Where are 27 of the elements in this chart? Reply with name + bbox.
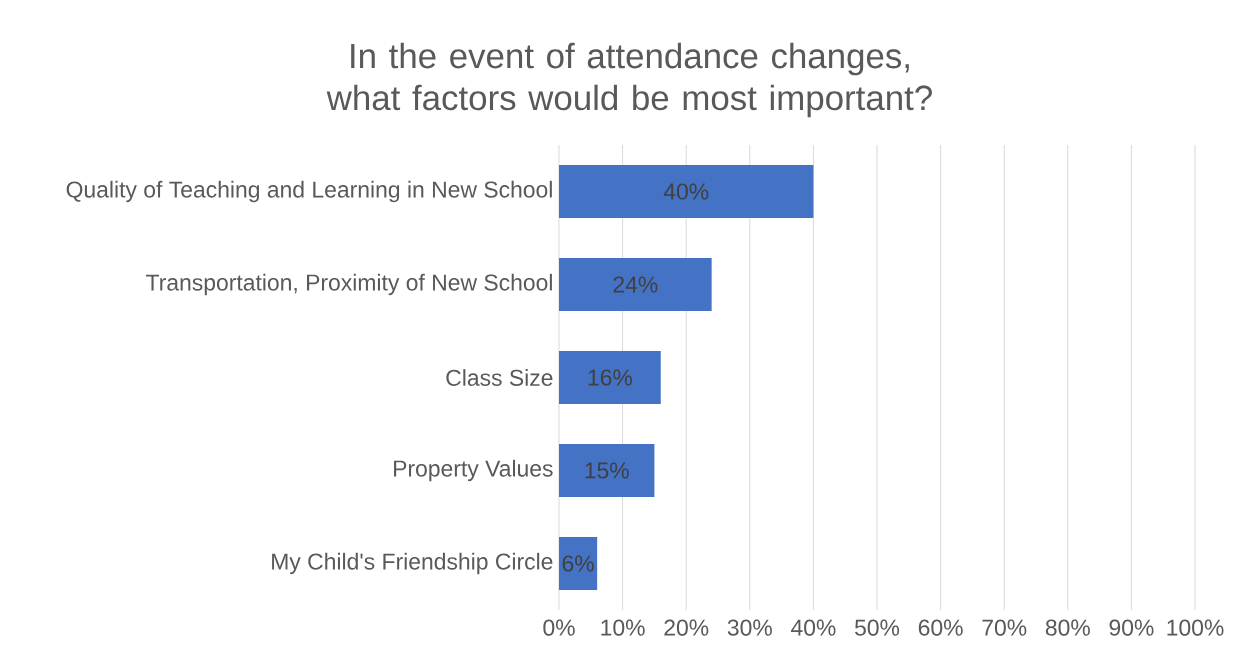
y-tick-label: Property Values [394, 459, 553, 482]
y-tick-label: Transportation, Proximity of New School [146, 273, 552, 296]
y-tick-label: My Child's Friendship Circle [272, 552, 553, 575]
data-label: 6% [562, 555, 594, 572]
x-tick-label: 60% [918, 619, 963, 636]
y-tick-label: Quality of Teaching and Learning in New School [66, 180, 552, 203]
bar [559, 165, 814, 218]
y-tick-label: Class Size [446, 369, 553, 386]
x-tick-label: 10% [601, 619, 645, 636]
x-tick-label: 100% [1167, 619, 1224, 636]
x-tick-label: 90% [1109, 619, 1154, 636]
x-tick-label: 20% [664, 619, 709, 636]
chart-title: In the event of attendance changes, what factors would be most important? [326, 42, 932, 118]
data-label: 15% [585, 462, 629, 479]
bar [559, 537, 598, 590]
data-label: 40% [663, 183, 709, 200]
data-label: 16% [588, 369, 632, 386]
x-tick-label: 80% [1045, 619, 1090, 636]
x-tick-label: 0% [543, 619, 575, 636]
x-tick-label: 40% [791, 619, 836, 636]
bar [559, 258, 712, 311]
x-tick-label: 70% [982, 619, 1027, 636]
x-tick-label: 50% [855, 619, 900, 636]
bar [559, 444, 655, 497]
data-label: 24% [613, 276, 658, 293]
bar [559, 351, 661, 404]
x-tick-label: 30% [727, 619, 772, 636]
